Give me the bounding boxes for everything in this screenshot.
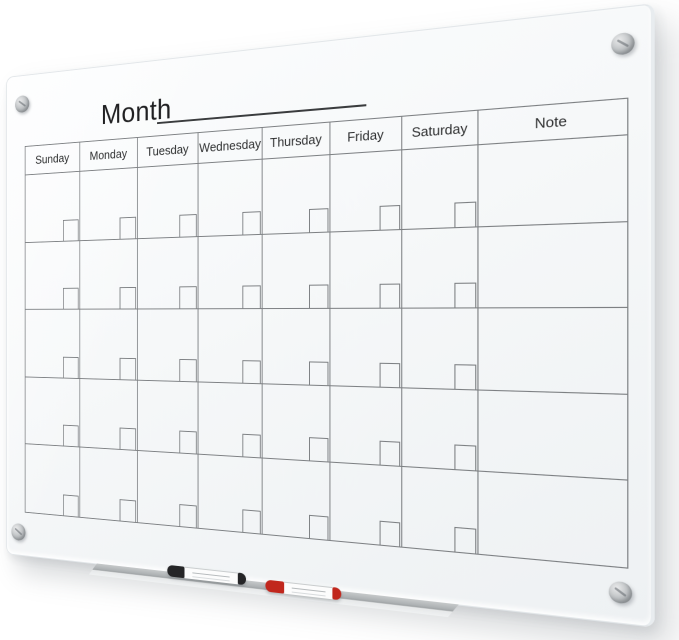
day-cell (80, 378, 138, 452)
mounting-screw-bottom-right (608, 580, 633, 605)
markers-group (7, 5, 651, 601)
day-cell (262, 458, 331, 541)
date-box (454, 363, 477, 390)
day-cell (330, 463, 403, 547)
day-cell (137, 309, 199, 383)
date-box (454, 444, 477, 471)
date-box (179, 286, 197, 309)
note-cell (478, 390, 628, 482)
header-monday: Monday (80, 137, 138, 172)
day-cell (262, 309, 331, 387)
date-box (379, 204, 401, 230)
day-cell (262, 155, 331, 235)
day-cell (25, 309, 81, 379)
day-cell (402, 308, 479, 391)
date-box (119, 357, 137, 380)
date-box (119, 427, 137, 451)
marker-cap (265, 579, 285, 594)
date-box (379, 520, 401, 547)
marker-end (237, 572, 247, 586)
month-title: Month (100, 93, 172, 131)
date-box (309, 514, 329, 540)
date-box (62, 494, 79, 517)
date-box (309, 361, 329, 385)
date-box (179, 358, 197, 382)
header-wednesday: Wednesday (198, 127, 263, 164)
day-cell (198, 234, 263, 310)
day-cell (25, 377, 81, 448)
header-friday: Friday (330, 116, 403, 156)
date-box (62, 218, 79, 241)
date-box (242, 210, 261, 235)
day-cell (330, 229, 403, 310)
date-box (309, 437, 329, 462)
day-cell (137, 451, 199, 528)
date-box (379, 362, 401, 388)
date-box (309, 207, 329, 232)
calendar-grid: Sunday Monday Tuesday Wednesday Thursday… (24, 97, 629, 569)
day-cell (198, 382, 263, 459)
day-cell (198, 455, 263, 534)
day-cell (402, 467, 479, 554)
date-box (62, 425, 79, 447)
note-cell (478, 308, 628, 395)
date-box (62, 356, 79, 378)
date-box (242, 285, 261, 309)
header-thursday: Thursday (262, 122, 331, 160)
date-box (309, 284, 329, 309)
day-cell (25, 171, 81, 243)
day-cell (80, 167, 138, 241)
marker-cap (167, 564, 185, 579)
day-cell (330, 308, 403, 389)
date-box (454, 526, 477, 554)
day-cell (330, 386, 403, 468)
date-box (242, 434, 261, 458)
mounting-screw-top-right (611, 31, 635, 56)
date-box (379, 283, 401, 308)
glass-calendar-board: Month Sunday Monday Tuesday Wednesday Th… (6, 3, 655, 628)
day-cell (402, 388, 479, 473)
day-cell (80, 238, 138, 310)
day-cell (198, 309, 263, 385)
date-box (119, 216, 137, 239)
mounting-screw-bottom-left (11, 522, 26, 542)
header-tuesday: Tuesday (137, 133, 199, 168)
day-cell (402, 145, 479, 230)
marker-end (332, 587, 342, 601)
day-cell (198, 159, 263, 237)
date-box (454, 282, 477, 308)
mounting-screw-top-left (15, 94, 30, 114)
date-box (242, 359, 261, 384)
note-cell (478, 135, 628, 227)
date-box (179, 430, 197, 454)
note-cell (479, 472, 628, 567)
date-box (119, 499, 137, 523)
day-cell (262, 232, 331, 310)
date-box (119, 287, 137, 309)
day-cell (25, 240, 81, 310)
day-cell (330, 150, 403, 233)
day-cell (262, 384, 331, 464)
date-box (454, 201, 477, 227)
date-box (242, 509, 261, 534)
day-cell (137, 163, 199, 239)
day-cell (25, 444, 81, 517)
date-box (179, 504, 197, 528)
date-box (379, 441, 401, 467)
day-cell (80, 309, 138, 381)
day-cell (402, 226, 479, 309)
day-cell (137, 380, 199, 456)
date-box (179, 213, 197, 237)
note-cell (478, 221, 628, 309)
date-box (62, 287, 79, 309)
day-cell (80, 447, 138, 523)
header-saturday: Saturday (402, 110, 479, 151)
header-sunday: Sunday (25, 142, 81, 176)
day-cell (137, 236, 199, 310)
